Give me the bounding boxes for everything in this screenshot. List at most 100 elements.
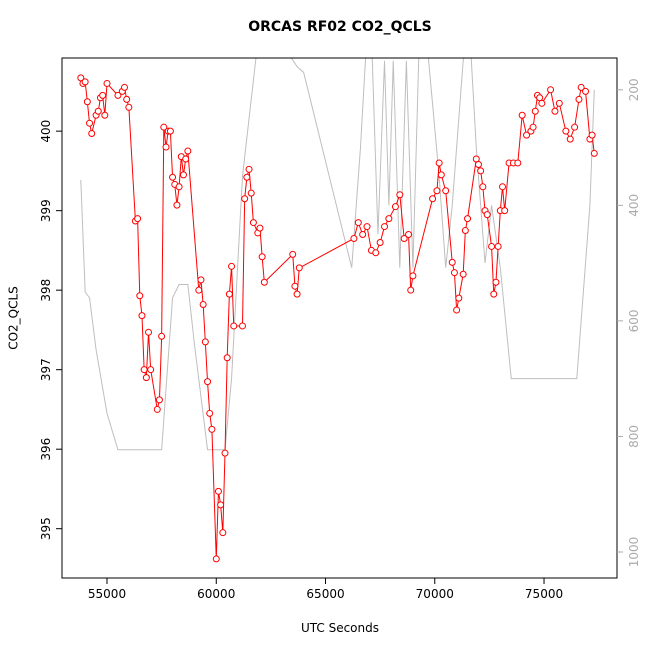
data-point — [295, 264, 303, 272]
data-point — [289, 250, 297, 258]
data-point — [363, 223, 371, 231]
data-point — [94, 107, 102, 115]
data-point — [350, 234, 358, 242]
data-point — [455, 294, 463, 302]
data-point — [547, 86, 555, 94]
data-point — [437, 171, 445, 179]
data-point — [241, 195, 249, 203]
x-tick-label: 75000 — [525, 587, 563, 601]
data-point — [492, 278, 500, 286]
data-point — [123, 95, 131, 103]
data-point — [162, 143, 170, 151]
y2-tick-label: 200 — [627, 78, 641, 101]
data-point — [175, 183, 183, 191]
data-point — [260, 278, 268, 286]
data-point — [582, 87, 590, 95]
data-point — [571, 123, 579, 131]
data-point — [256, 224, 264, 232]
data-point — [86, 119, 94, 127]
data-point — [225, 290, 233, 298]
data-point — [136, 292, 144, 300]
data-point — [514, 159, 522, 167]
plot-frame — [61, 57, 618, 579]
data-point — [461, 227, 469, 235]
data-point — [385, 215, 393, 223]
x-tick-label: 70000 — [416, 587, 454, 601]
data-point — [179, 171, 187, 179]
data-point — [206, 409, 214, 417]
data-point — [523, 131, 531, 139]
data-point — [212, 555, 220, 563]
y-tick-label: 398 — [39, 279, 53, 302]
data-point — [219, 529, 227, 537]
data-point — [531, 107, 539, 115]
data-point — [359, 231, 367, 239]
y-tick-label: 395 — [39, 517, 53, 540]
data-point — [120, 83, 128, 91]
series-line — [80, 77, 595, 559]
data-point — [217, 501, 225, 509]
data-point — [538, 99, 546, 107]
data-point — [184, 147, 192, 155]
data-point — [249, 219, 257, 227]
y2-tick-label: 1000 — [627, 537, 641, 568]
data-point — [429, 195, 437, 203]
data-point — [551, 107, 559, 115]
data-point — [88, 130, 96, 138]
data-point — [433, 187, 441, 195]
data-point — [247, 189, 255, 197]
data-point — [195, 286, 203, 294]
data-point — [101, 111, 109, 119]
data-point — [138, 312, 146, 320]
data-point — [562, 127, 570, 135]
data-point — [391, 203, 399, 211]
data-point — [453, 306, 461, 314]
data-point — [214, 487, 222, 495]
data-point — [575, 95, 583, 103]
data-point — [566, 135, 574, 143]
data-point — [81, 78, 89, 86]
data-point — [114, 91, 122, 99]
data-point — [291, 282, 299, 290]
data-point — [258, 253, 266, 261]
y2-tick-label: 800 — [627, 425, 641, 448]
data-point — [228, 262, 236, 270]
data-point — [243, 173, 251, 181]
chart-title: ORCAS RF02 CO2_QCLS — [248, 19, 432, 35]
data-point — [160, 123, 168, 131]
data-point — [173, 201, 181, 209]
data-point — [182, 155, 190, 163]
data-point — [145, 328, 153, 336]
data-point — [197, 276, 205, 284]
data-point — [208, 425, 216, 433]
data-point — [479, 183, 487, 191]
data-point — [499, 183, 507, 191]
x-tick-label: 55000 — [88, 587, 126, 601]
data-point — [372, 249, 380, 257]
data-point — [407, 286, 415, 294]
data-point — [155, 396, 163, 404]
data-point — [201, 338, 209, 346]
y2-tick-label: 600 — [627, 309, 641, 332]
y-tick-label: 400 — [39, 120, 53, 143]
data-point — [99, 91, 107, 99]
data-point — [381, 223, 389, 231]
data-point — [221, 449, 229, 457]
data-point — [396, 191, 404, 199]
data-point — [518, 111, 526, 119]
y-tick-label: 397 — [39, 358, 53, 381]
data-point — [464, 215, 472, 223]
data-point — [474, 161, 482, 169]
data-point — [199, 300, 207, 308]
data-point — [293, 290, 301, 298]
data-point — [142, 374, 150, 382]
data-point — [477, 167, 485, 175]
y-axis-label: CO2_QCLS — [7, 286, 21, 350]
y-tick-label: 396 — [39, 438, 53, 461]
data-point — [230, 322, 238, 330]
data-point — [153, 405, 161, 413]
y2-tick-label: 400 — [627, 194, 641, 217]
data-point — [238, 322, 246, 330]
data-point — [448, 258, 456, 266]
